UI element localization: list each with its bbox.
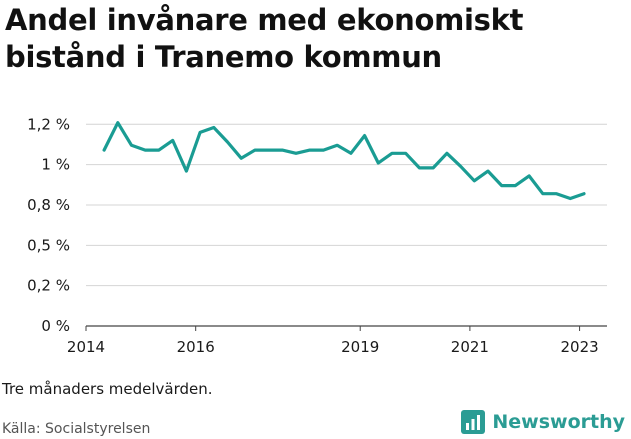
x-axis-ticks: 2014 2016 2019 2021 2023 [67,326,599,356]
y-tick-label: 0,2 % [27,277,70,295]
x-tick-label: 2023 [560,338,598,356]
brand-logo: Newsworthy [460,408,625,436]
x-tick-label: 2019 [341,338,379,356]
series-line [102,121,586,201]
bar-chart-icon [461,410,486,434]
y-tick-label: 0,8 % [27,196,70,214]
source-label: Källa: Socialstyrelsen [2,421,151,437]
x-tick-label: 2014 [67,338,105,356]
y-tick-label: 0 % [41,317,70,335]
footnote: Tre månaders medelvärden. [2,380,213,398]
grid-lines [86,123,607,327]
x-tick-label: 2021 [451,338,489,356]
y-tick-label: 0,5 % [27,236,70,254]
y-tick-label: 1,2 % [27,115,70,133]
brand-name: Newsworthy [492,411,625,433]
y-axis-ticks: 0 % 0,2 % 0,5 % 0,8 % 1 % 1,2 % [27,115,70,335]
chart-title: Andel invånare med ekonomiskt bistånd i … [5,3,524,74]
x-tick-label: 2016 [177,338,215,356]
y-tick-label: 1 % [41,156,70,174]
